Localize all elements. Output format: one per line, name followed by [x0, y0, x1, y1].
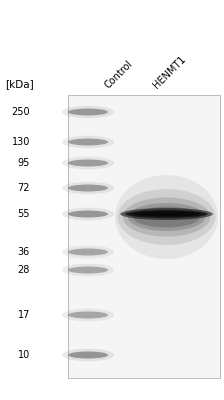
Ellipse shape: [125, 210, 208, 218]
Ellipse shape: [68, 160, 108, 166]
Bar: [68, 95, 220, 378]
Ellipse shape: [68, 138, 108, 146]
Ellipse shape: [123, 198, 210, 236]
Ellipse shape: [68, 352, 108, 358]
Ellipse shape: [128, 203, 205, 231]
Ellipse shape: [120, 208, 213, 220]
Ellipse shape: [62, 264, 114, 276]
Text: 36: 36: [18, 247, 30, 257]
Ellipse shape: [62, 208, 114, 220]
Ellipse shape: [62, 157, 114, 169]
Ellipse shape: [68, 210, 108, 218]
Ellipse shape: [118, 189, 215, 245]
Ellipse shape: [68, 184, 108, 192]
Text: [kDa]: [kDa]: [5, 79, 34, 89]
Ellipse shape: [62, 106, 114, 118]
Text: 95: 95: [18, 158, 30, 168]
Text: 17: 17: [18, 310, 30, 320]
Text: 10: 10: [18, 350, 30, 360]
Text: Control: Control: [103, 58, 135, 90]
Ellipse shape: [68, 266, 108, 274]
Ellipse shape: [68, 312, 108, 318]
Ellipse shape: [68, 248, 108, 256]
Text: 250: 250: [11, 107, 30, 117]
Ellipse shape: [62, 349, 114, 361]
Ellipse shape: [62, 182, 114, 194]
Ellipse shape: [133, 212, 200, 216]
Ellipse shape: [133, 206, 200, 228]
Ellipse shape: [115, 175, 218, 259]
Text: 72: 72: [17, 183, 30, 193]
Ellipse shape: [62, 246, 114, 258]
Text: 130: 130: [12, 137, 30, 147]
Text: HENMT1: HENMT1: [151, 54, 187, 90]
Ellipse shape: [62, 136, 114, 148]
Text: 28: 28: [18, 265, 30, 275]
Ellipse shape: [68, 108, 108, 116]
Ellipse shape: [62, 309, 114, 321]
Text: 55: 55: [17, 209, 30, 219]
